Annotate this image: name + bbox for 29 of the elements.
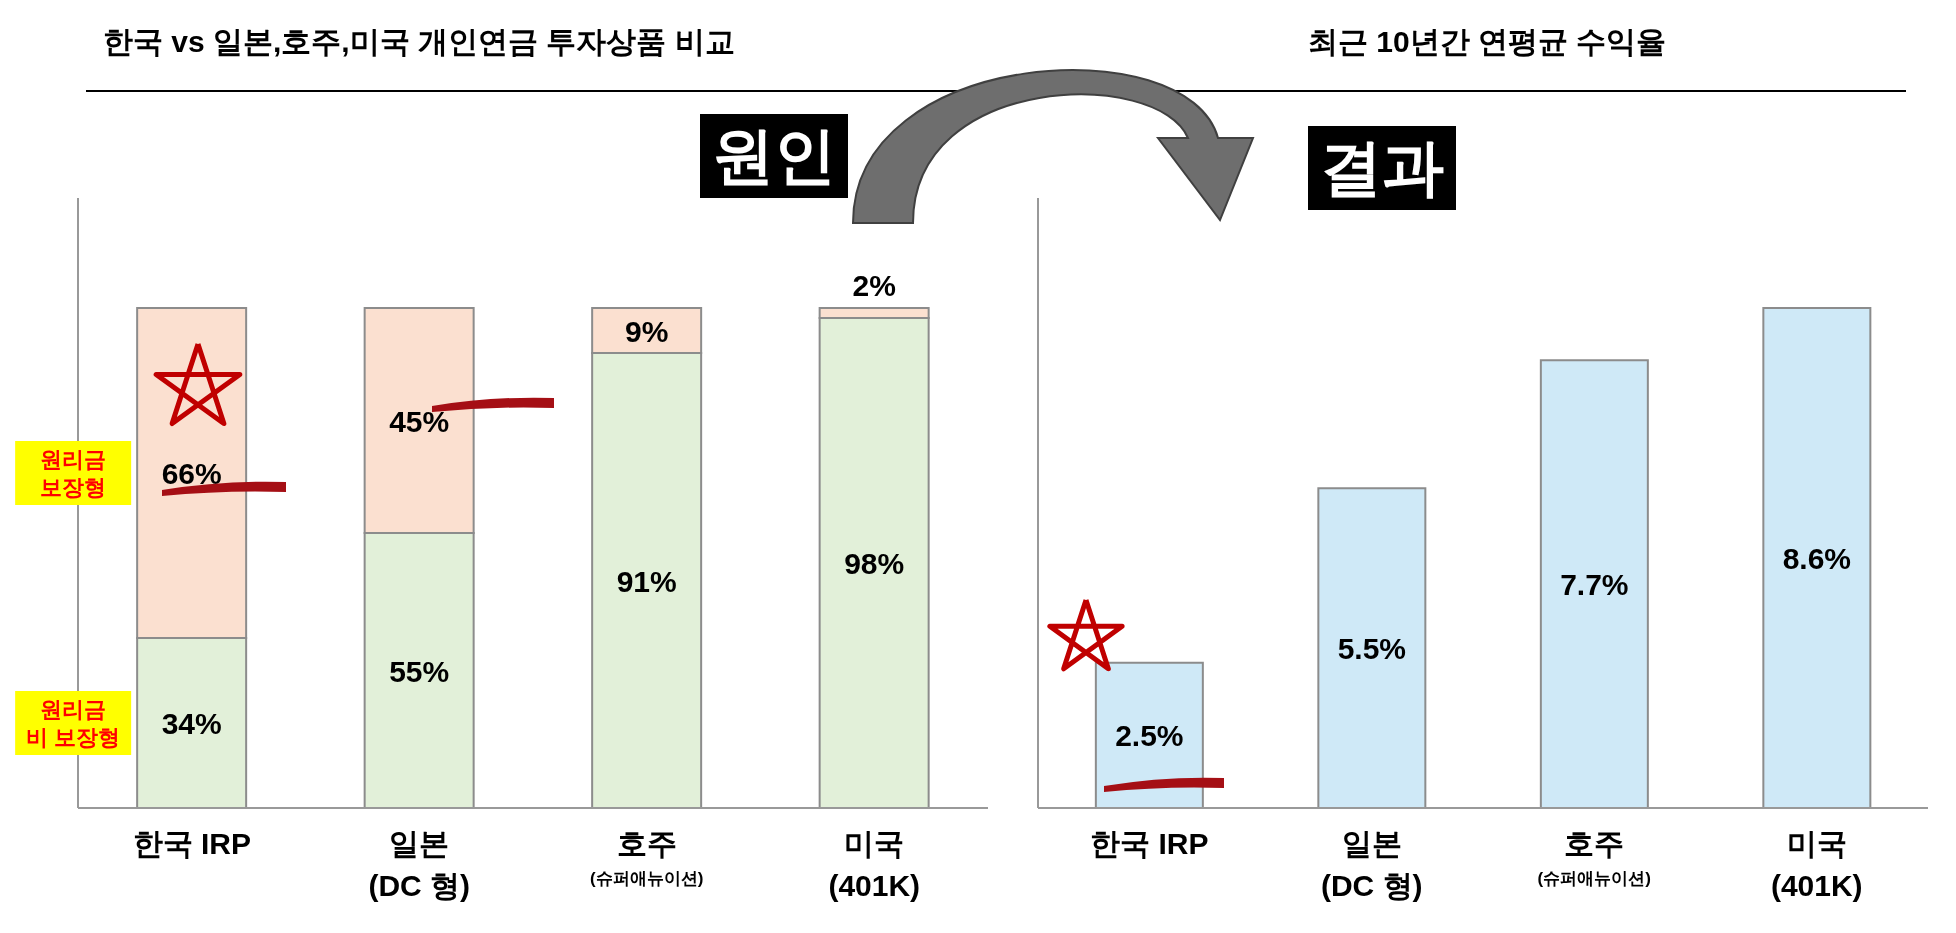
text: 원인 <box>700 114 848 198</box>
x-tick-label: 한국 IRP <box>1090 827 1209 860</box>
chart-title: 최근 10년간 연평균 수익율 <box>1308 24 1667 60</box>
data-label: 66% <box>161 457 222 490</box>
text: 결과 <box>1308 126 1456 210</box>
data-label: 2% <box>852 269 896 302</box>
data-label: 7.7% <box>1560 568 1629 602</box>
x-tick-label: 한국 IRP <box>132 827 251 860</box>
data-label: 98% <box>844 547 905 580</box>
x-tick-label: 일본 (DC 형) <box>1320 827 1423 902</box>
bar <box>1317 487 1427 809</box>
series-label: 원리금 보장형 <box>40 447 107 500</box>
data-label: 91% <box>616 564 677 598</box>
data-label: 34% <box>161 707 222 740</box>
series-label: 원리금 비 보장형 <box>26 697 121 750</box>
bar <box>1762 307 1872 809</box>
data-label: 8.6% <box>1782 542 1852 575</box>
data-label: 5.5% <box>1337 632 1407 666</box>
data-label: 9% <box>624 314 669 348</box>
x-tick-label: 일본 (DC 형) <box>368 827 471 902</box>
data-label: 45% <box>389 404 450 438</box>
x-tick-label: 미국 (401K) <box>1770 827 1863 902</box>
chart-title: 한국 vs 일본,호주,미국 개인연금 투자상품 비교 <box>103 24 735 60</box>
bar <box>1539 359 1649 809</box>
x-tick-label: 호주 (슈퍼애뉴이션) <box>1537 827 1651 888</box>
x-tick-label: 미국 (401K) <box>828 827 921 902</box>
x-tick-label: 호주 (슈퍼애뉴이션) <box>590 827 704 888</box>
data-label: 2.5% <box>1115 719 1184 753</box>
data-label: 55% <box>389 654 450 688</box>
